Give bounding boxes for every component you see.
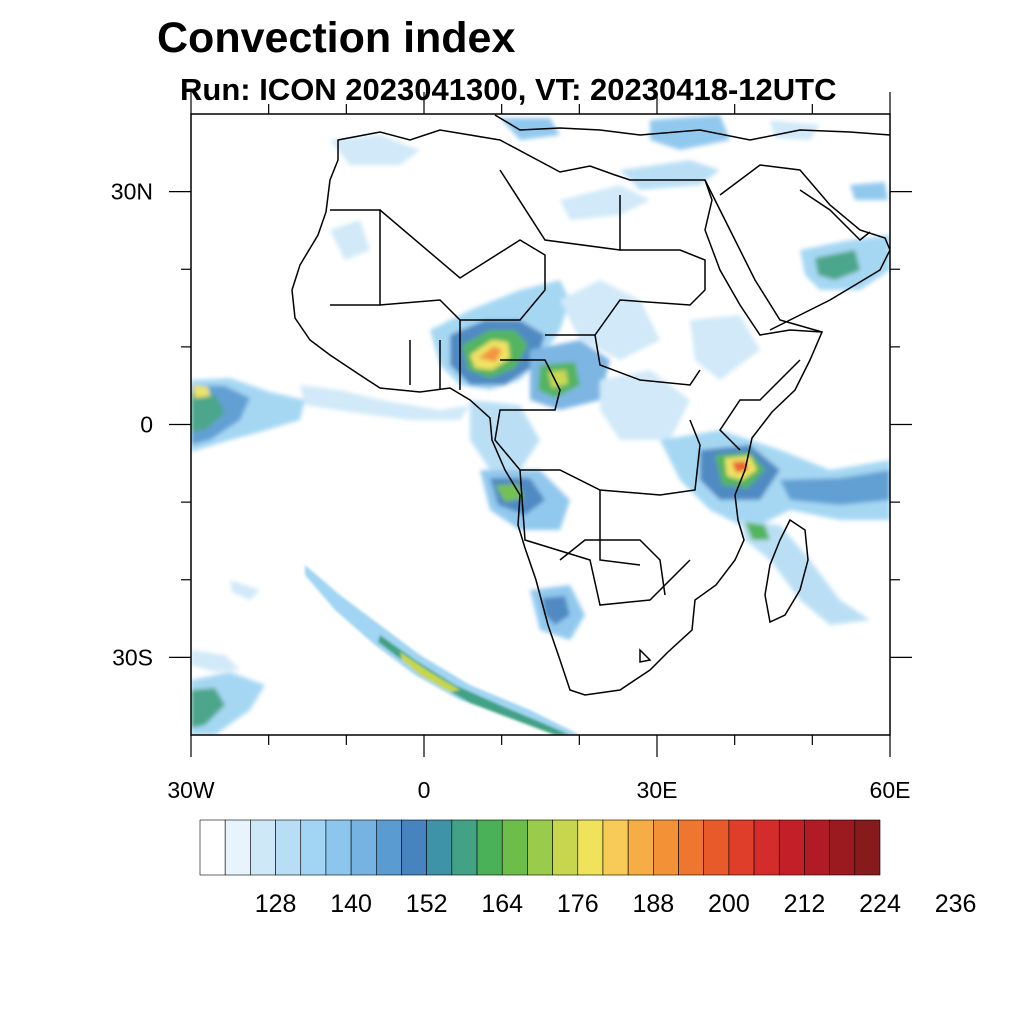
colorbar-label: 224 — [859, 890, 901, 918]
lat-axis-labels: 30N 0 30S — [111, 179, 153, 671]
colorbar-labels: 128 140 152 164 176 188 200 212 224 236 — [255, 890, 977, 918]
colorbar-label: 140 — [330, 890, 372, 918]
coastlines-borders — [291, 114, 890, 696]
colorbar-box — [401, 819, 427, 876]
colorbar-box — [552, 819, 579, 876]
lon-tick-label: 30W — [167, 777, 215, 803]
axis-ticks — [169, 92, 912, 757]
colorbar-box — [275, 819, 302, 876]
colorbar-box — [476, 819, 503, 876]
colorbar-box — [703, 819, 730, 876]
lon-tick-label: 0 — [418, 777, 431, 803]
colorbar-label: 200 — [708, 890, 750, 918]
lat-tick-label: 30N — [111, 179, 153, 205]
colorbar-label: 212 — [784, 890, 826, 918]
colorbar-box — [224, 819, 251, 876]
border-3 — [499, 169, 621, 251]
lon-tick-label: 60E — [870, 777, 911, 803]
border-11 — [559, 539, 666, 596]
plot-area — [191, 114, 890, 735]
arabia-coast — [719, 164, 890, 331]
colorbar-box — [527, 819, 553, 876]
colorbar-box — [728, 819, 755, 876]
madagascar — [764, 518, 809, 624]
border-12 — [639, 648, 652, 663]
lon-axis-labels: 30W 0 30E 60E — [167, 777, 910, 803]
border-4 — [545, 249, 706, 336]
persian-gulf — [799, 189, 871, 242]
colorbar-label: 188 — [632, 890, 674, 918]
red-sea-coast — [704, 179, 823, 333]
colorbar-box — [753, 819, 780, 876]
colorbar — [199, 819, 881, 876]
border-5 — [594, 334, 701, 386]
lon-tick-label: 30E — [637, 777, 678, 803]
colorbar-box — [300, 819, 327, 876]
lat-tick-label: 30S — [112, 644, 153, 670]
colorbar-box — [653, 819, 679, 876]
colorbar-box — [602, 819, 629, 876]
colorbar-box — [325, 819, 352, 876]
colorbar-box — [350, 819, 377, 876]
border-2 — [379, 209, 546, 321]
colorbar-label: 152 — [406, 890, 448, 918]
colorbar-box — [829, 819, 856, 876]
border-1 — [330, 209, 381, 306]
mediterranean-north — [494, 114, 890, 141]
colorbar-box — [804, 819, 830, 876]
border-8 — [599, 490, 641, 566]
lat-tick-label: 0 — [140, 412, 153, 438]
border-7 — [519, 469, 691, 606]
africa-coastline — [291, 129, 824, 696]
border-10 — [409, 320, 461, 390]
convection-shading — [191, 115, 890, 735]
colorbar-box — [678, 819, 705, 876]
colorbar-box — [577, 819, 604, 876]
chart-subtitle: Run: ICON 2023041300, VT: 20230418-12UTC — [180, 72, 837, 107]
colorbar-box — [501, 819, 528, 876]
colorbar-label: 176 — [557, 890, 599, 918]
colorbar-box — [778, 819, 805, 876]
colorbar-box — [451, 819, 478, 876]
colorbar-box — [375, 819, 402, 876]
colorbar-label: 128 — [255, 890, 297, 918]
border-9 — [719, 359, 801, 451]
colorbar-box — [250, 819, 276, 876]
colorbar-label: 164 — [481, 890, 523, 918]
chart-title: Convection index — [157, 14, 516, 62]
colorbar-box — [199, 819, 226, 876]
colorbar-box — [627, 819, 654, 876]
colorbar-box — [854, 819, 881, 876]
colorbar-box — [426, 819, 453, 876]
colorbar-label: 236 — [935, 890, 977, 918]
